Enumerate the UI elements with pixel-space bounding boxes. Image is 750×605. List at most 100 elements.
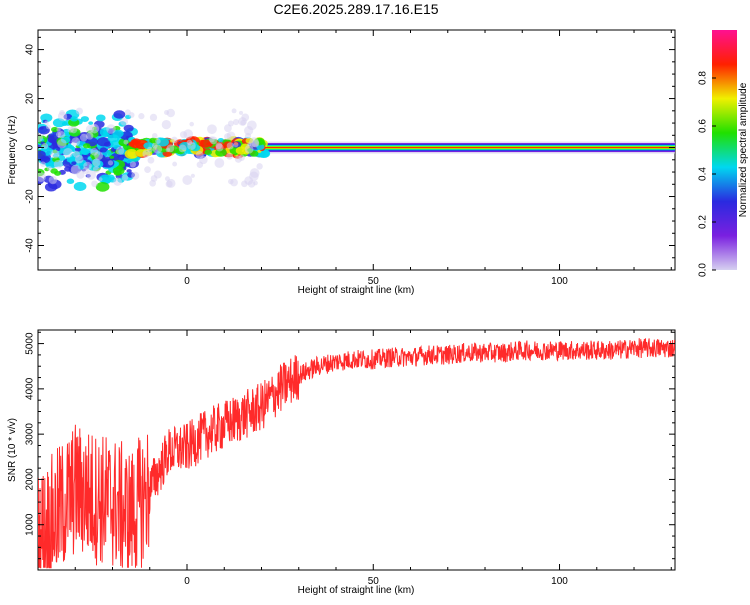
spectrogram-blob: [64, 166, 72, 172]
spectrogram-halo: [107, 160, 114, 166]
spectrogram-halo: [70, 126, 78, 134]
colorbar: 0.0 0.2 0.4 0.6 0.8 Normalized spectral ampl…: [698, 30, 749, 277]
spectrogram-halo: [226, 152, 234, 160]
spectrogram-halo: [50, 149, 60, 159]
spectrogram-blob: [99, 147, 108, 153]
spectrogram-halo: [41, 142, 49, 150]
spectrogram-halo: [38, 172, 46, 182]
snr-frame: [37, 329, 676, 571]
spectrogram-halo: [214, 158, 225, 168]
spectrogram-halo: [44, 120, 49, 126]
spectrogram-halo: [94, 151, 103, 160]
spectrogram-halo: [63, 148, 73, 158]
spectrogram-blob: [113, 110, 126, 119]
spectrogram-halo: [79, 133, 88, 142]
spectrogram-halo: [115, 146, 125, 155]
spectrogram-halo: [182, 175, 193, 185]
snr-x-tick-label: 50: [368, 576, 380, 587]
spectrogram-halo: [187, 141, 196, 151]
spectrogram-halo: [59, 109, 65, 116]
colorbar-tick-label: 0.0: [698, 263, 709, 277]
spectrogram-halo: [40, 161, 46, 168]
spectrogram-halo: [178, 144, 187, 153]
spectrogram-halo: [239, 110, 244, 115]
spectrogram-halo: [155, 138, 161, 144]
spectrogram-blob: [50, 168, 58, 174]
colorbar-tick-label: 0.6: [698, 119, 709, 133]
spectrogram-blob: [217, 137, 224, 143]
spectrogram-axes: 0 50 100 40 20 0 -20 -40: [25, 30, 675, 287]
spectrogram-halo: [227, 120, 234, 127]
spectrogram-halo: [238, 154, 245, 161]
snr-y-tick-label: 1000: [25, 513, 36, 536]
spectrogram-halo: [151, 142, 158, 149]
colorbar-gradient: [712, 30, 737, 270]
spectrogram-halo: [251, 139, 260, 148]
spectrogram-halo: [249, 168, 260, 178]
spectrogram-blob: [82, 143, 91, 149]
spectrogram-blob: [95, 181, 110, 192]
spectrogram-halo: [56, 127, 61, 132]
spectrogram-halo: [76, 170, 85, 179]
spectrogram-halo: [238, 117, 247, 126]
spectrogram-halo: [38, 133, 43, 143]
spectrogram-heatmap: [38, 107, 675, 192]
snr-y-tick-label: 4000: [25, 377, 36, 400]
spectrogram-blob: [47, 133, 55, 139]
spectrogram-blob: [80, 116, 89, 122]
snr-y-tick-label: 5000: [25, 332, 36, 355]
colorbar-tick-label: 0.4: [698, 167, 709, 181]
spectrogram-halo: [179, 131, 188, 139]
spectrogram-blob: [103, 141, 111, 147]
snr-series-line: [38, 338, 675, 569]
spectrogram-blob: [200, 139, 212, 148]
spectrogram-halo: [138, 113, 145, 120]
spectrogram-blob: [56, 147, 61, 151]
spectrogram-halo: [47, 166, 52, 172]
colorbar-label: Normalized spectral amplitude: [738, 82, 749, 217]
spectrogram-y-tick-label: -40: [25, 238, 36, 253]
spectrogram-halo: [207, 124, 217, 135]
spectrogram-halo: [92, 158, 101, 167]
spectrogram-halo: [124, 109, 131, 116]
spectrogram-blob: [124, 149, 139, 159]
snr-panel: 0 50 100 1000 2000 3000 4000 5000 Height of str…: [7, 329, 676, 596]
spectrogram-blob: [109, 155, 115, 159]
spectrogram-halo: [232, 119, 240, 126]
spectrogram-blob: [74, 147, 81, 152]
spectrogram-halo: [131, 171, 140, 180]
spectrogram-halo: [166, 178, 176, 188]
spectrogram-halo: [215, 142, 223, 150]
spectrogram-halo: [226, 142, 234, 150]
spectrogram-x-tick-label: 50: [368, 276, 380, 287]
snr-ylabel: SNR (10 * v/v): [7, 418, 18, 482]
spectrogram-blob: [98, 174, 112, 184]
snr-x-tick-label: 100: [551, 576, 568, 587]
spectrogram-halo: [161, 119, 171, 130]
snr-y-tick-label: 3000: [25, 423, 36, 446]
spectrogram-halo: [75, 154, 84, 164]
colorbar-tick-label: 0.2: [698, 215, 709, 229]
spectrogram-blob: [204, 149, 213, 155]
spectrogram-halo: [233, 142, 239, 148]
spectrogram-halo: [75, 107, 83, 115]
spectrogram-halo: [106, 124, 116, 134]
spectrogram-xlabel: Height of straight line (km): [298, 285, 415, 296]
spectrogram-blob: [88, 121, 94, 125]
spectrogram-halo: [57, 131, 66, 139]
spectrogram-halo: [86, 170, 97, 180]
spectrogram-halo: [244, 144, 254, 154]
spectrogram-halo: [189, 121, 194, 127]
spectrogram-halo: [129, 161, 137, 168]
spectrogram-halo: [144, 166, 151, 173]
spectrogram-halo: [121, 174, 129, 181]
spectrogram-halo: [244, 176, 253, 185]
spectrogram-halo: [123, 139, 129, 145]
spectrogram-halo: [147, 156, 155, 164]
spectrogram-blob: [61, 121, 68, 126]
spectrogram-ylabel: Frequency (Hz): [7, 116, 18, 185]
spectrogram-blob: [66, 178, 75, 184]
spectrogram-halo: [256, 163, 263, 170]
spectrogram-halo: [83, 161, 92, 171]
